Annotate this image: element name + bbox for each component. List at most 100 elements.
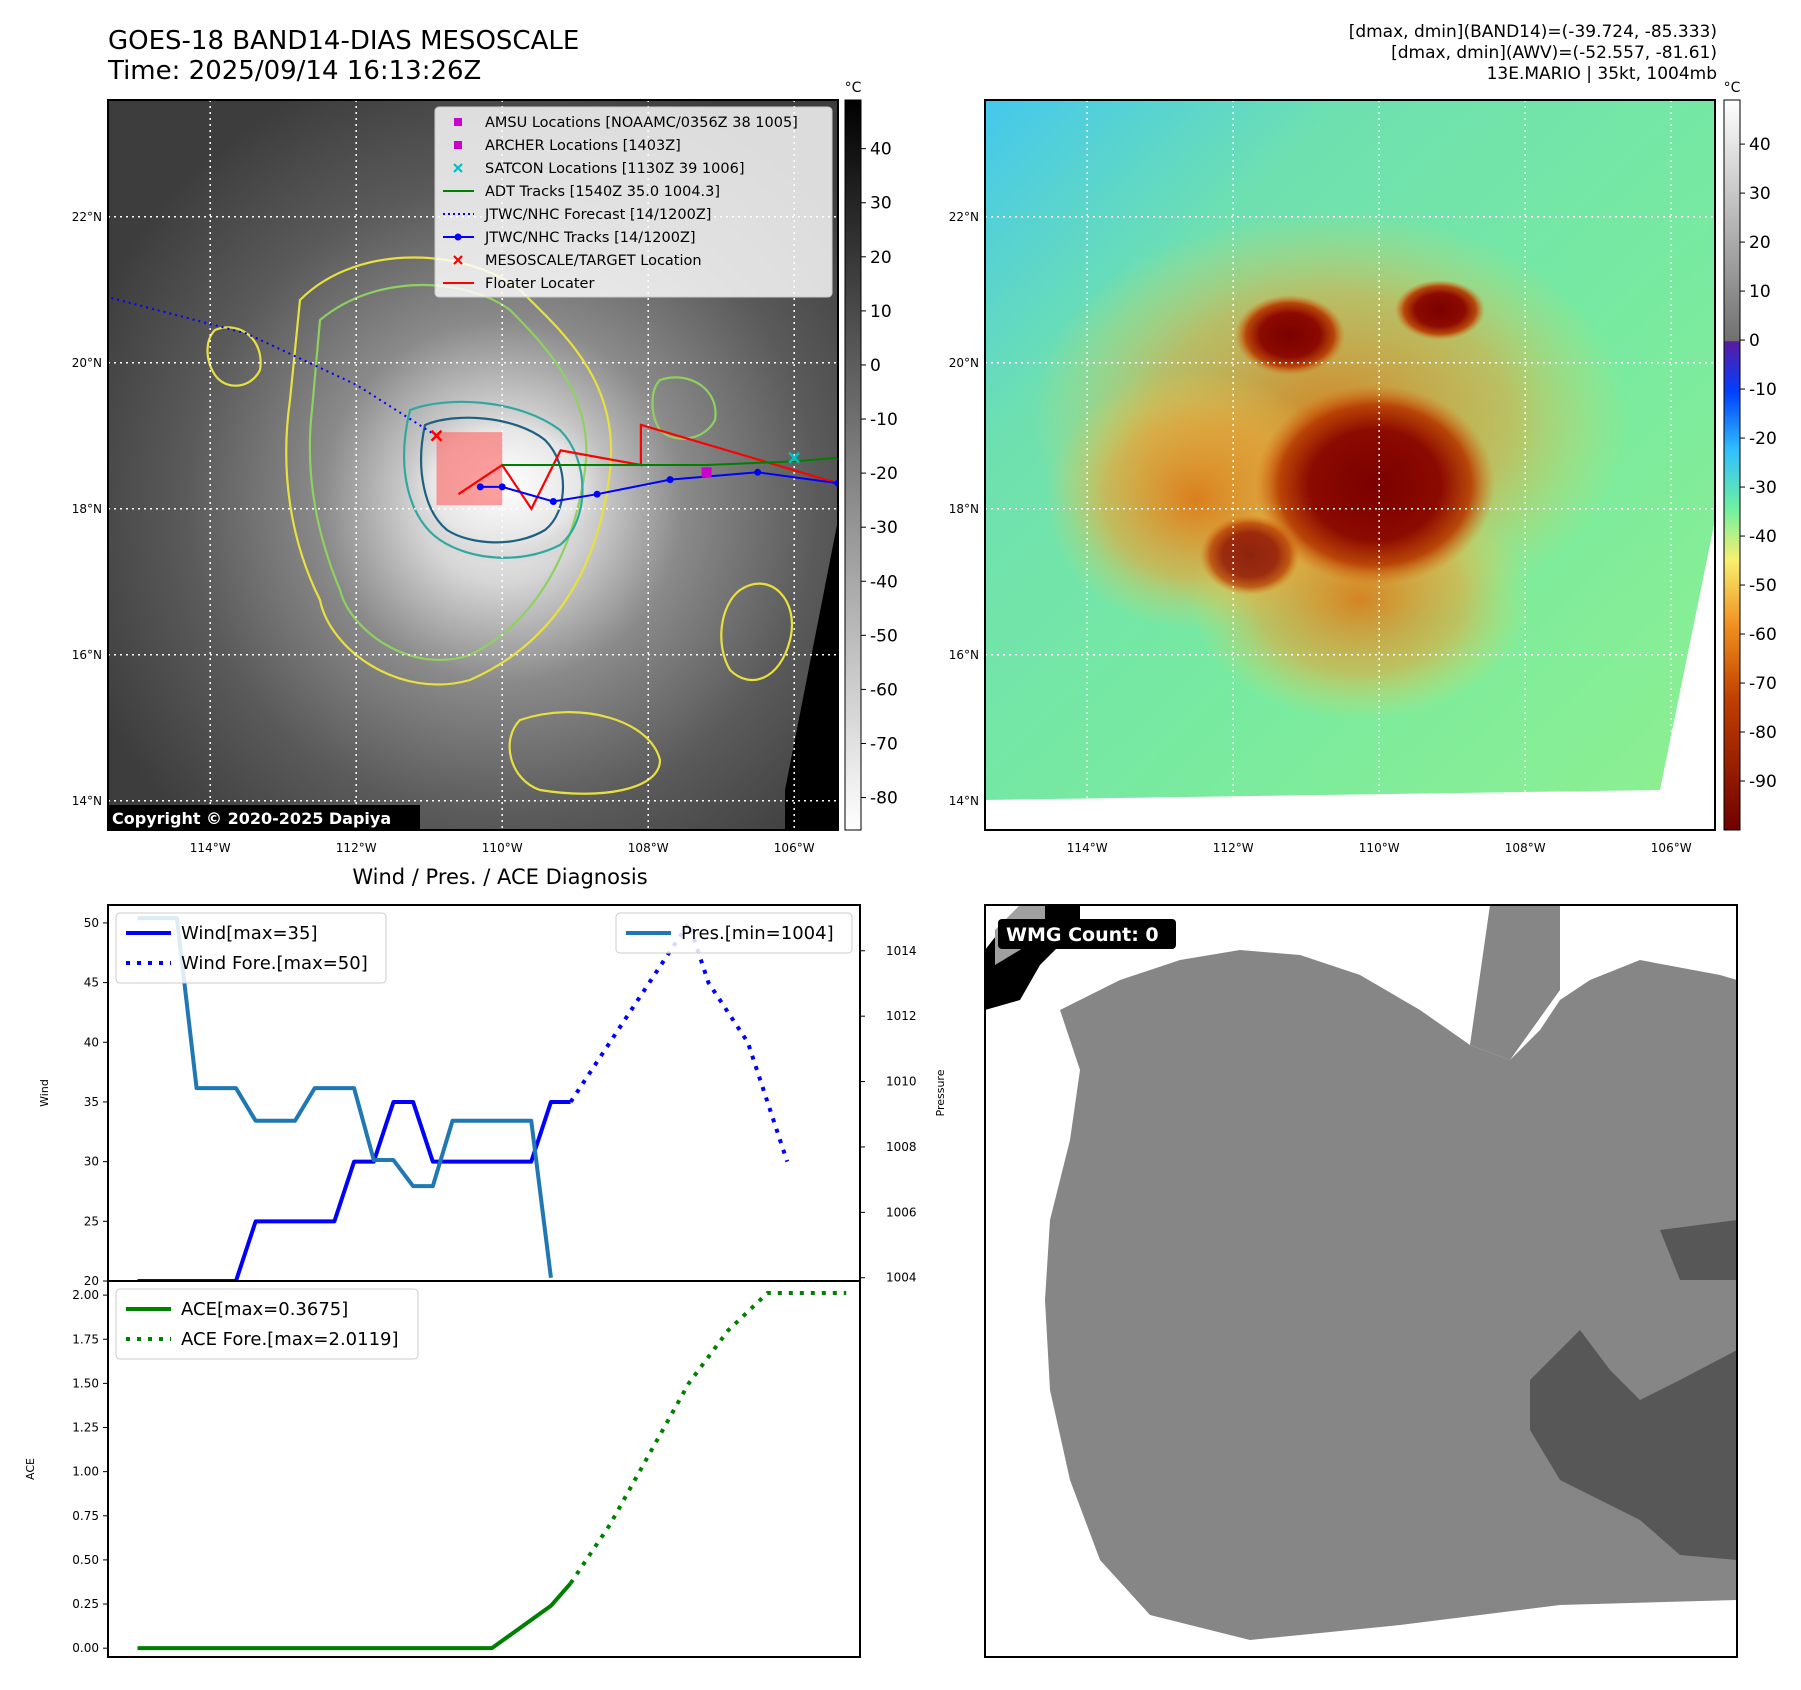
legend-label: Wind Fore.[max=50] — [181, 953, 368, 974]
colorbar-tick-label: -20 — [870, 464, 898, 484]
lon-tick-label: 112°W — [1213, 841, 1254, 855]
wind-axis-ticks: 50 45 40 35 30 25 20 1014 1012 1010 1008 1006 1004 — [84, 916, 917, 1288]
colorbar-tick-label: 0 — [870, 356, 881, 376]
lon-tick-label: 114°W — [1067, 841, 1108, 855]
no-data-region — [785, 520, 838, 830]
series-line — [137, 1099, 571, 1283]
dias-cell-3 — [1200, 515, 1300, 595]
color-colorbar-ticks: 40 30 20 10 0 -10 -20 -30 -40 -50 -60 -70 -80 -90 — [1740, 135, 1777, 792]
colorbar-tick-label: -50 — [1749, 576, 1777, 596]
info-storm: 13E.MARIO | 35kt, 1004mb — [1486, 64, 1717, 84]
legend-box — [115, 912, 387, 984]
legend-marker — [454, 233, 462, 241]
legend-box — [434, 106, 833, 298]
colorbar-tick-label: -50 — [870, 626, 898, 646]
colorbar-tick-label: 20 — [1749, 233, 1771, 253]
map1-axis-labels: 114°W 112°W 110°W 108°W 106°W 22°N 20°N 18°N 16°… — [72, 210, 815, 855]
colorbar-tick-label: 30 — [1749, 184, 1771, 204]
ace-series — [137, 1291, 847, 1651]
adt-track-line — [502, 456, 838, 466]
dias-cell-2 — [1395, 280, 1485, 340]
wmg-count-label: WMG Count: 0 — [1006, 924, 1159, 946]
dias-map-panel: 114°W 112°W 110°W 108°W 106°W 22°N 20°N 18°N 16°… — [949, 80, 1777, 855]
figure-time: Time: 2025/09/14 16:13:26Z — [108, 56, 482, 86]
contours — [206, 256, 793, 795]
y-tick-label: 25 — [84, 1214, 99, 1228]
legend-label: ADT Tracks [1540Z 35.0 1004.3] — [485, 184, 720, 200]
colorbar-tick-label: -10 — [870, 410, 898, 430]
track-overlays — [108, 296, 838, 511]
colorbar-tick-label: 0 — [1749, 331, 1760, 351]
colorbar-tick-label: 10 — [870, 302, 892, 322]
jtwc-track-point — [666, 476, 674, 484]
map2-axis-labels: 114°W 112°W 110°W 108°W 106°W 22°N 20°N 18°N 16°… — [949, 210, 1692, 855]
ace-ylabel: ACE — [24, 1458, 37, 1480]
gray-colorbar-unit: °C — [845, 80, 862, 96]
lon-tick-label: 112°W — [336, 841, 377, 855]
color-colorbar-unit: °C — [1724, 80, 1741, 96]
y-tick-label: 2.00 — [72, 1288, 99, 1302]
y-tick-label: 1.50 — [72, 1376, 99, 1390]
info-awv: [dmax, dmin](AWV)=(-52.557, -81.61) — [1391, 43, 1717, 63]
lon-tick-label: 106°W — [1651, 841, 1692, 855]
y-tick-label: 1.75 — [72, 1332, 99, 1346]
y2-tick-label: 1010 — [886, 1075, 917, 1089]
lon-tick-label: 110°W — [482, 841, 523, 855]
colorbar-tick-label: -40 — [870, 572, 898, 592]
dias-core — [1255, 385, 1495, 585]
ace-axis-ticks: 2.00 1.75 1.50 1.25 1.00 0.75 0.50 0.25 0.00 — [72, 1288, 108, 1655]
lon-tick-label: 108°W — [628, 841, 669, 855]
y-tick-label: 45 — [84, 976, 99, 990]
color-colorbar — [1723, 99, 1741, 831]
colorbar-tick-label: -20 — [1749, 429, 1777, 449]
y-tick-label: 0.25 — [72, 1597, 99, 1611]
map-legend: AMSU Locations [NOAAMC/0356Z 38 1005] ARC… — [434, 106, 833, 298]
colorbar-tick-label: -40 — [1749, 527, 1777, 547]
legend-label: Pres.[min=1004] — [681, 923, 834, 944]
y2-tick-label: 1004 — [886, 1271, 917, 1285]
series-line — [137, 1581, 573, 1651]
y-tick-label: 40 — [84, 1035, 99, 1049]
pressure-ylabel: Pressure — [934, 1069, 947, 1116]
colorbar-tick-label: -60 — [1749, 625, 1777, 645]
y-tick-label: 20 — [84, 1274, 99, 1288]
floater-box — [436, 432, 503, 506]
lon-tick-label: 110°W — [1359, 841, 1400, 855]
series-line — [568, 1291, 847, 1585]
colorbar-tick-label: 40 — [1749, 135, 1771, 155]
info-band14: [dmax, dmin](BAND14)=(-39.724, -85.333) — [1348, 22, 1717, 42]
lat-tick-label: 20°N — [72, 356, 102, 370]
lat-tick-label: 20°N — [949, 356, 979, 370]
legend-label: ACE[max=0.3675] — [181, 1299, 348, 1320]
colorbar-tick-label: -80 — [870, 789, 898, 809]
y-tick-label: 30 — [84, 1155, 99, 1169]
lon-tick-label: 106°W — [774, 841, 815, 855]
wind-legend: Wind[max=35] Wind Fore.[max=50] Pres.[min=… — [115, 912, 853, 984]
y-tick-label: 35 — [84, 1095, 99, 1109]
ir-map-panel: AMSU Locations [NOAAMC/0356Z 38 1005] ARC… — [72, 80, 898, 855]
legend-marker — [454, 141, 462, 149]
wmg-frame — [984, 904, 1738, 1658]
legend-box — [615, 912, 853, 954]
legend-marker — [453, 163, 463, 173]
legend-label: JTWC/NHC Tracks [14/1200Z] — [484, 230, 696, 246]
legend-label: AMSU Locations [NOAAMC/0356Z 38 1005] — [485, 115, 798, 131]
colorbar-tick-label: -80 — [1749, 723, 1777, 743]
figure-title: GOES-18 BAND14-DIAS MESOSCALE — [108, 26, 580, 56]
legend-marker — [453, 255, 463, 265]
colorbar-tick-label: 10 — [1749, 282, 1771, 302]
copyright-text: Copyright © 2020-2025 Dapiya — [112, 809, 391, 828]
wind-pressure-panel: Wind / Pres. / ACE Diagnosis 50 45 40 35 30 2… — [38, 865, 947, 1288]
y2-tick-label: 1008 — [886, 1140, 917, 1154]
colorbar-tick-label: 30 — [870, 194, 892, 214]
map2-gridlines — [985, 100, 1715, 830]
y-tick-label: 0.50 — [72, 1553, 99, 1567]
jtwc-track-point — [549, 498, 557, 505]
wind-ylabel: Wind — [38, 1079, 51, 1107]
series-line — [137, 916, 553, 1278]
lat-tick-label: 22°N — [949, 210, 979, 224]
legend-marker — [454, 118, 462, 126]
colorbar-tick-label: 40 — [870, 140, 892, 160]
gray-colorbar — [844, 99, 862, 831]
